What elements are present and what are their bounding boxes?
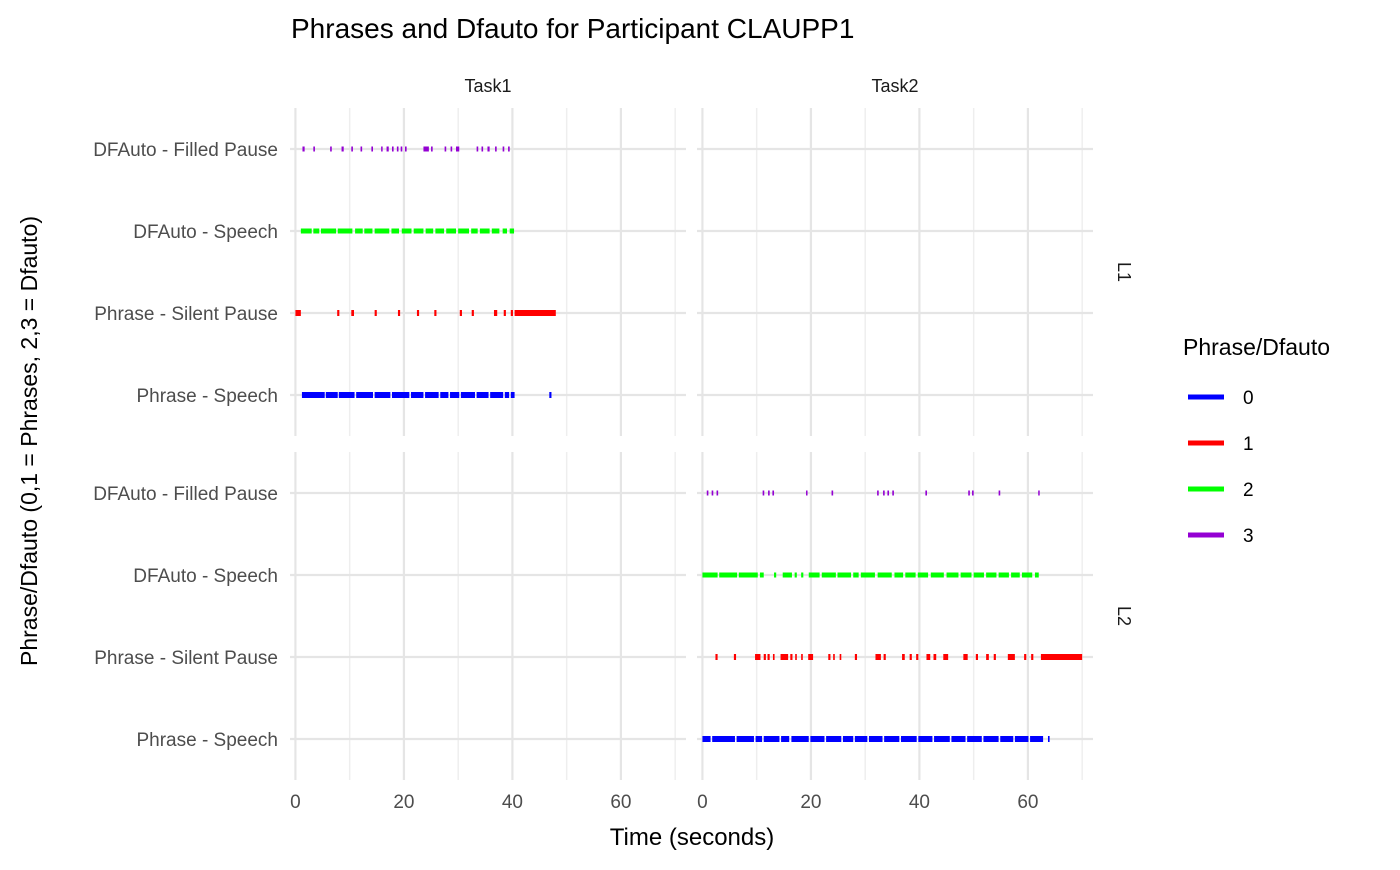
legend-label: 3 <box>1243 526 1254 547</box>
legend-title: Phrase/Dfauto <box>1183 334 1330 360</box>
facet-label-task2: Task2 <box>871 76 918 96</box>
facet-label-task1: Task1 <box>464 76 511 96</box>
legend-label: 2 <box>1243 480 1254 501</box>
x-tick-label: 0 <box>290 792 301 813</box>
y-tick-label: DFAuto - Filled Pause <box>93 484 278 505</box>
y-tick-label: Phrase - Silent Pause <box>94 648 278 669</box>
legend: 0 1 2 3 <box>1188 388 1254 547</box>
y-tick-label: Phrase - Speech <box>136 386 278 407</box>
facet-panels: Task1 Task2 L1 L2 Phrase - Speech Phrase - Si… <box>93 76 1134 813</box>
x-tick-label: 60 <box>610 792 631 813</box>
x-axis-label: Time (seconds) <box>610 824 774 851</box>
facet-label-l1: L1 <box>1114 262 1134 282</box>
y-tick-label: DFAuto - Speech <box>133 566 278 587</box>
legend-label: 0 <box>1243 388 1254 409</box>
y-tick-label: DFAuto - Filled Pause <box>93 140 278 161</box>
y-tick-label: DFAuto - Speech <box>133 222 278 243</box>
facet-label-l2: L2 <box>1114 606 1134 626</box>
y-axis-label: Phrase/Dfauto (0,1 = Phrases, 2,3 = Dfau… <box>16 216 42 666</box>
x-tick-label: 40 <box>502 792 523 813</box>
y-tick-label: Phrase - Speech <box>136 730 278 751</box>
x-tick-label: 40 <box>909 792 930 813</box>
chart-title: Phrases and Dfauto for Participant CLAUP… <box>291 13 854 44</box>
x-tick-label: 20 <box>800 792 821 813</box>
legend-label: 1 <box>1243 434 1254 455</box>
y-tick-label: Phrase - Silent Pause <box>94 304 278 325</box>
x-tick-label: 60 <box>1017 792 1038 813</box>
x-tick-label: 0 <box>697 792 708 813</box>
x-tick-label: 20 <box>393 792 414 813</box>
